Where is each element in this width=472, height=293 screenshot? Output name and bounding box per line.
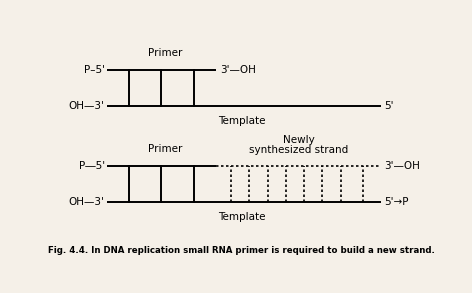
Text: 3'—OH: 3'—OH [220,65,256,75]
Text: Primer: Primer [148,144,182,154]
Text: synthesized strand: synthesized strand [249,145,348,155]
Text: Newly: Newly [283,134,314,144]
Text: OH—3': OH—3' [69,101,105,111]
Text: Primer: Primer [148,48,182,58]
Text: 3'—OH: 3'—OH [385,161,421,171]
Text: OH—3': OH—3' [69,197,105,207]
Text: Template: Template [218,212,266,222]
Text: 5': 5' [385,101,394,111]
Text: P―5': P―5' [79,161,105,171]
Text: 5'→P: 5'→P [385,197,409,207]
Text: Fig. 4.4. In DNA replication small RNA primer is required to build a new strand.: Fig. 4.4. In DNA replication small RNA p… [49,246,435,255]
Text: Template: Template [218,116,266,126]
Text: P–5': P–5' [84,65,105,75]
